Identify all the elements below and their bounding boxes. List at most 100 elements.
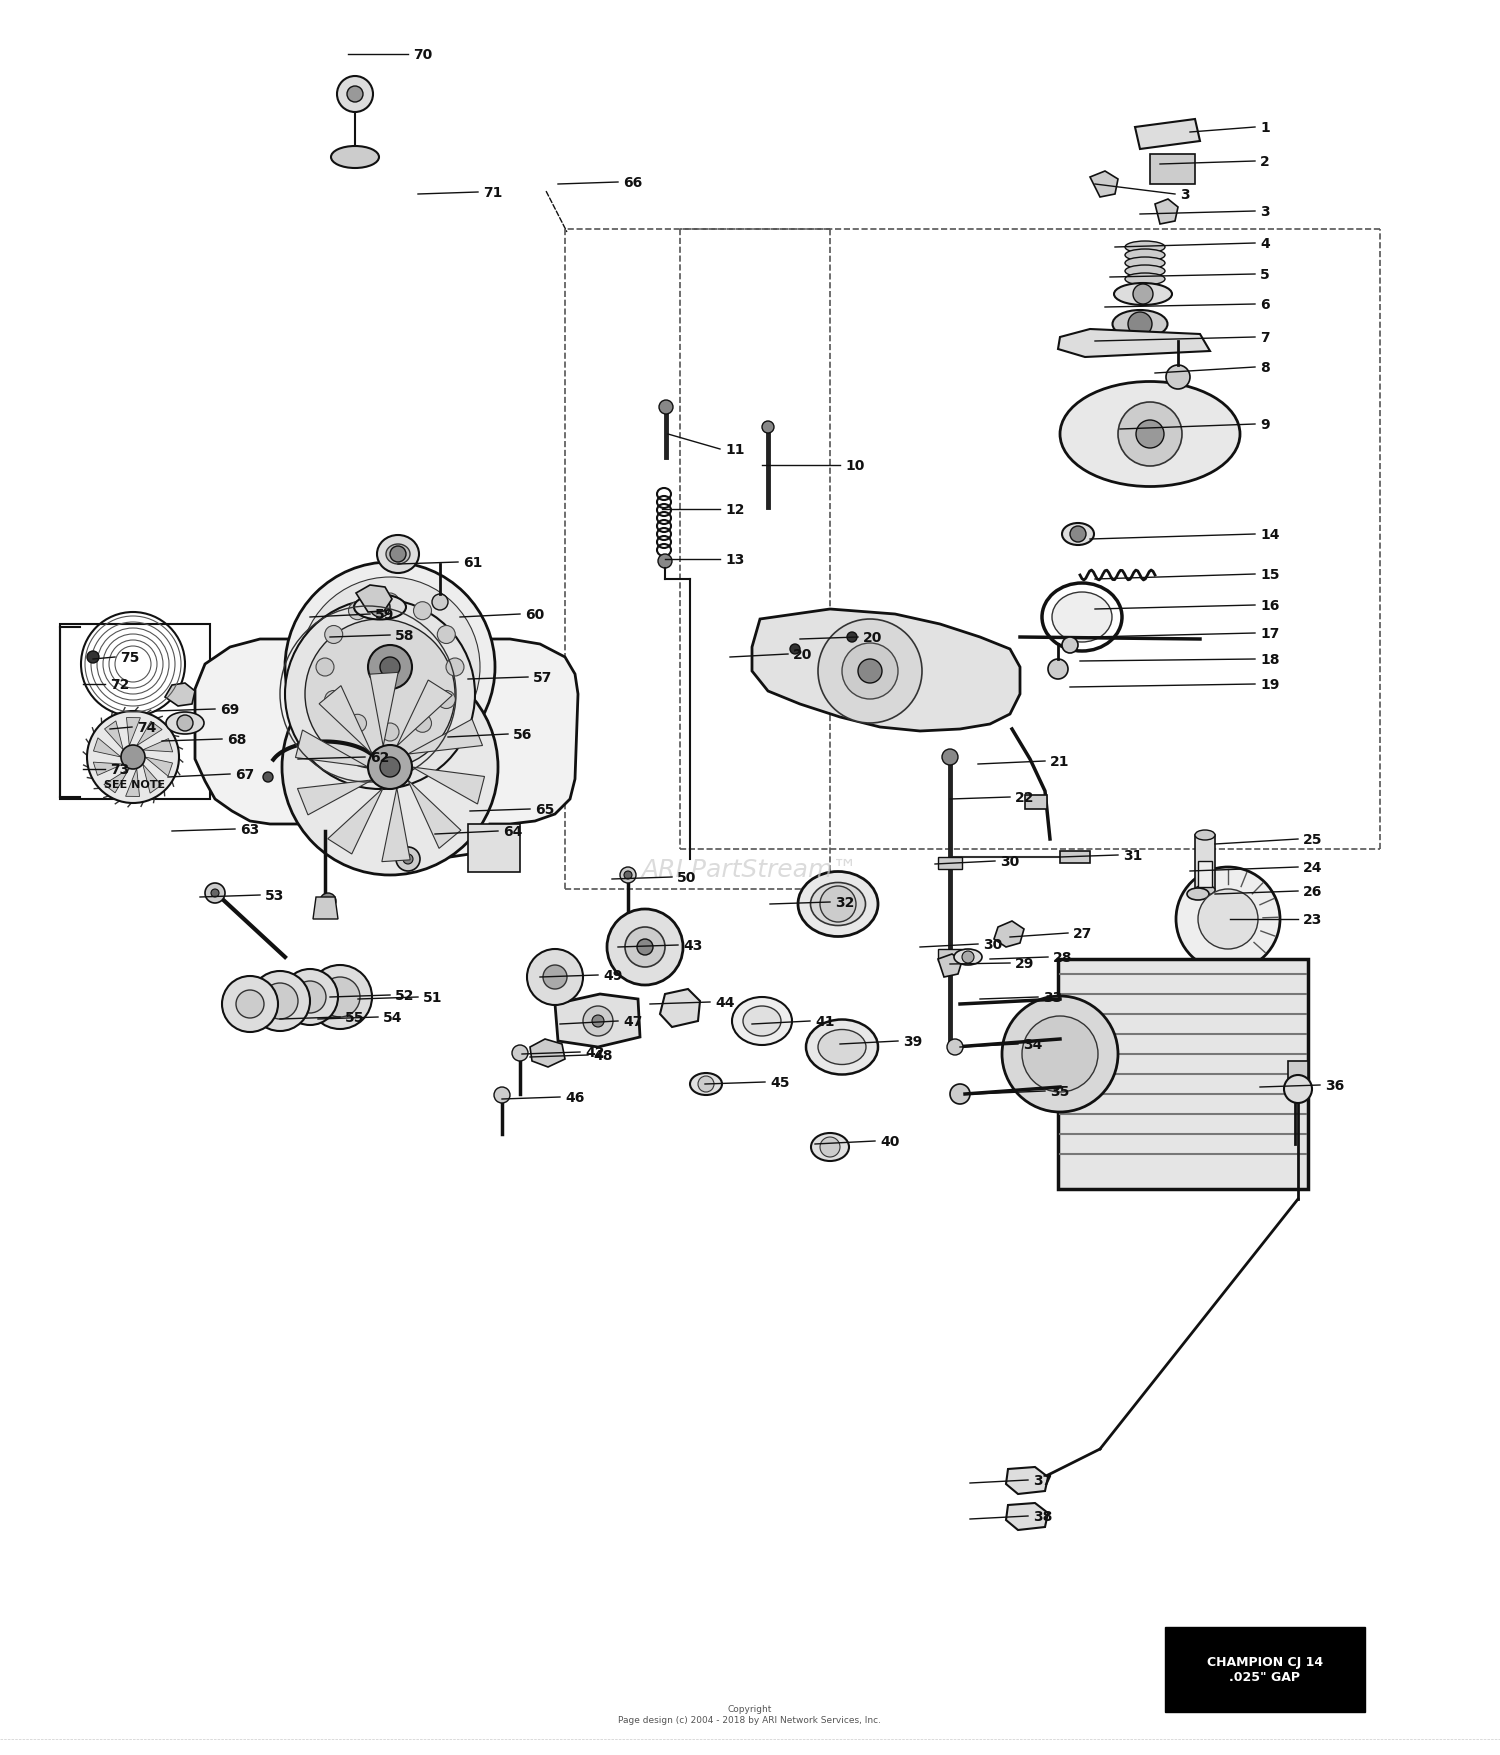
Text: 13: 13 (724, 553, 744, 567)
Text: 2: 2 (1260, 154, 1269, 168)
Ellipse shape (810, 883, 865, 927)
Text: 69: 69 (220, 702, 240, 716)
Text: CHAMPION CJ 14
.025" GAP: CHAMPION CJ 14 .025" GAP (1208, 1655, 1323, 1683)
Text: 46: 46 (566, 1090, 585, 1104)
Polygon shape (105, 721, 123, 751)
Circle shape (346, 88, 363, 104)
Polygon shape (93, 763, 123, 776)
Polygon shape (356, 586, 392, 612)
Ellipse shape (1196, 886, 1215, 895)
Text: 16: 16 (1260, 598, 1280, 612)
Text: 4: 4 (1260, 237, 1269, 251)
Circle shape (858, 660, 882, 684)
Text: 35: 35 (1050, 1085, 1070, 1099)
Ellipse shape (742, 1006, 782, 1037)
Circle shape (324, 691, 342, 709)
Text: 32: 32 (836, 895, 855, 909)
Polygon shape (938, 955, 962, 978)
Circle shape (87, 711, 178, 804)
Circle shape (404, 855, 412, 865)
Circle shape (308, 965, 372, 1030)
Bar (60, 625, 210, 800)
Text: 19: 19 (1260, 677, 1280, 691)
Text: 30: 30 (982, 937, 1002, 951)
Ellipse shape (354, 595, 407, 620)
Text: ARI PartStream™: ARI PartStream™ (642, 858, 858, 881)
Circle shape (1136, 421, 1164, 449)
Text: 59: 59 (375, 607, 394, 621)
Text: 21: 21 (1050, 755, 1070, 769)
Text: 62: 62 (370, 751, 390, 765)
Text: 68: 68 (226, 732, 246, 746)
Circle shape (1176, 867, 1280, 972)
Circle shape (438, 627, 456, 644)
Polygon shape (146, 758, 172, 777)
Text: 10: 10 (844, 458, 864, 472)
Polygon shape (413, 767, 485, 804)
Ellipse shape (1196, 830, 1215, 841)
Text: 52: 52 (394, 988, 414, 1002)
Circle shape (381, 593, 399, 612)
Circle shape (821, 1137, 840, 1157)
Text: 5: 5 (1260, 269, 1269, 283)
Text: 23: 23 (1304, 913, 1323, 927)
Text: 66: 66 (622, 176, 642, 190)
Circle shape (285, 600, 476, 790)
Text: 75: 75 (120, 651, 140, 665)
Text: 38: 38 (1034, 1509, 1053, 1523)
Text: 22: 22 (1016, 790, 1035, 804)
Text: 65: 65 (536, 802, 555, 816)
Text: 67: 67 (236, 767, 255, 781)
Circle shape (821, 886, 856, 923)
Text: 1: 1 (1260, 121, 1269, 135)
Circle shape (251, 972, 310, 1032)
Text: 49: 49 (603, 969, 622, 983)
Text: 17: 17 (1260, 627, 1280, 641)
Text: SEE NOTE: SEE NOTE (105, 779, 165, 790)
Ellipse shape (818, 1030, 866, 1065)
Text: 3: 3 (1180, 188, 1190, 202)
Text: 60: 60 (525, 607, 544, 621)
Ellipse shape (806, 1020, 877, 1074)
Text: 40: 40 (880, 1134, 900, 1148)
Text: 31: 31 (1124, 848, 1143, 862)
Polygon shape (382, 788, 410, 862)
Polygon shape (297, 781, 372, 816)
Circle shape (338, 77, 374, 112)
Circle shape (206, 883, 225, 904)
Ellipse shape (732, 997, 792, 1046)
Circle shape (324, 627, 342, 644)
Polygon shape (555, 995, 640, 1048)
Text: 36: 36 (1324, 1078, 1344, 1092)
Bar (938, 949, 962, 962)
Text: 24: 24 (1304, 860, 1323, 874)
Circle shape (526, 949, 584, 1006)
Bar (1058, 960, 1308, 1190)
Ellipse shape (1125, 265, 1166, 277)
Text: 25: 25 (1304, 832, 1323, 846)
Circle shape (608, 909, 682, 986)
Circle shape (1070, 526, 1086, 542)
Polygon shape (398, 681, 451, 746)
Polygon shape (195, 639, 578, 858)
Text: 26: 26 (1304, 885, 1323, 899)
Circle shape (370, 598, 390, 618)
Circle shape (432, 595, 448, 611)
Circle shape (446, 658, 464, 677)
Text: 15: 15 (1260, 567, 1280, 581)
Circle shape (1118, 402, 1182, 467)
Polygon shape (142, 739, 172, 753)
Circle shape (624, 872, 632, 879)
Circle shape (348, 714, 366, 734)
Circle shape (222, 976, 278, 1032)
Text: 48: 48 (592, 1048, 612, 1062)
Text: 58: 58 (394, 628, 414, 642)
Circle shape (494, 1088, 510, 1104)
Text: 63: 63 (240, 823, 260, 837)
Polygon shape (165, 684, 195, 707)
Circle shape (368, 646, 413, 690)
Circle shape (316, 906, 328, 918)
Polygon shape (530, 1039, 566, 1067)
Circle shape (414, 602, 432, 620)
Ellipse shape (166, 713, 204, 735)
